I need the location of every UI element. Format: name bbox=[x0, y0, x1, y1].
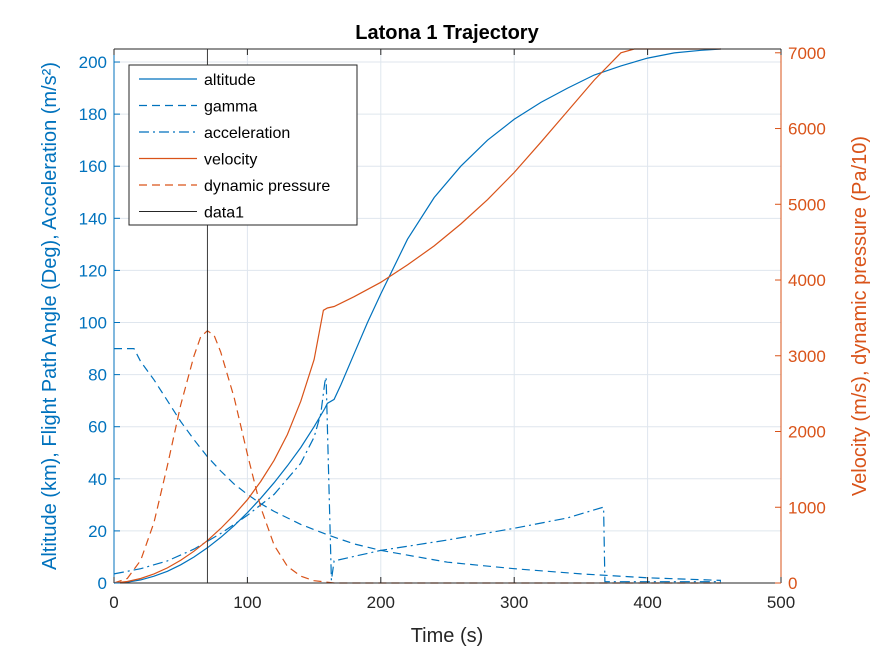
y-left-tick-label: 0 bbox=[98, 574, 107, 593]
y-right-tick-label: 0 bbox=[788, 574, 797, 593]
x-axis-label: Time (s) bbox=[411, 625, 484, 647]
x-tick-label: 200 bbox=[367, 593, 395, 612]
y-right-tick-label: 2000 bbox=[788, 423, 826, 442]
legend-label: altitude bbox=[204, 72, 256, 89]
legend-label: dynamic pressure bbox=[204, 178, 330, 195]
y-left-tick-label: 40 bbox=[88, 470, 107, 489]
legend-label: gamma bbox=[204, 99, 257, 116]
x-tick-label: 400 bbox=[633, 593, 661, 612]
y-right-tick-label: 1000 bbox=[788, 498, 826, 517]
y-left-tick-label: 20 bbox=[88, 522, 107, 541]
y-left-tick-label: 140 bbox=[79, 209, 107, 228]
y-axis-right-label: Velocity (m/s), dynamic pressure (Pa/10) bbox=[849, 136, 871, 496]
legend-box bbox=[128, 64, 358, 226]
y-right-tick-label: 6000 bbox=[788, 120, 826, 139]
y-left-tick-label: 100 bbox=[79, 314, 107, 333]
y-left-tick-label: 120 bbox=[79, 261, 107, 280]
y-right-tick-label: 7000 bbox=[788, 44, 826, 63]
series-altitude bbox=[113, 48, 722, 584]
chart-title: Latona 1 Trajectory bbox=[355, 22, 539, 44]
axes-frame bbox=[113, 48, 782, 584]
y-right-tick-label: 3000 bbox=[788, 347, 826, 366]
series-dynamic-pressure bbox=[113, 330, 721, 584]
y-left-tick-label: 160 bbox=[79, 157, 107, 176]
y-right-tick-label: 4000 bbox=[788, 271, 826, 290]
y-left-tick-label: 60 bbox=[88, 418, 107, 437]
x-tick-label: 100 bbox=[233, 593, 261, 612]
x-tick-label: 500 bbox=[767, 593, 795, 612]
x-tick-label: 0 bbox=[109, 593, 118, 612]
tick-labels: 0 100 200 300 400 500020406080100120140160180… bbox=[79, 44, 826, 612]
y-left-tick-label: 80 bbox=[88, 366, 107, 385]
legend-label: acceleration bbox=[204, 125, 290, 142]
x-tick-label: 300 bbox=[500, 593, 528, 612]
legend-label: velocity bbox=[204, 152, 257, 169]
y-right-tick-label: 5000 bbox=[788, 195, 826, 214]
y-left-tick-label: 180 bbox=[79, 105, 107, 124]
y-axis-left-label: Altitude (km), Flight Path Angle (Deg), … bbox=[39, 62, 61, 570]
legend-label: data1 bbox=[204, 205, 244, 222]
y-left-tick-label: 200 bbox=[79, 53, 107, 72]
series-velocity bbox=[113, 48, 721, 584]
legend: altitude gamma acceleration velocity dynamic… bbox=[128, 64, 358, 226]
